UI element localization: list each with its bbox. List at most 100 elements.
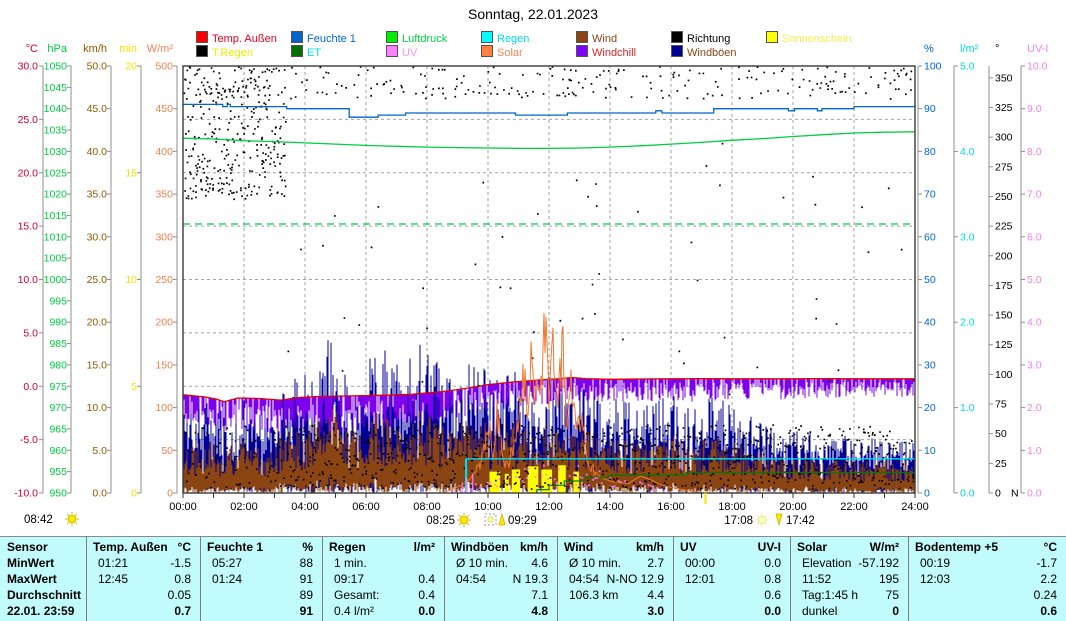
axis-tick-label: 1030 bbox=[44, 146, 68, 158]
table-row: Gesamt: 0.4 bbox=[322, 588, 444, 603]
axis-tick-label: 100 bbox=[155, 402, 173, 414]
chart-legend: Temp. Außen Feuchte 1 Luftdruck Regen Wind Ri… bbox=[0, 0, 1066, 60]
table-col-temp-au-en: Temp. Außen °C 01:21 -1.5 12:45 0.8 0.05 0.7 bbox=[86, 537, 200, 621]
table-row: 12:45 0.8 bbox=[86, 572, 200, 587]
table-separator bbox=[557, 537, 558, 621]
row-header-label: Sensor bbox=[7, 540, 48, 554]
axis-tick-label: 1050 bbox=[44, 61, 68, 73]
cell-label: Ø 10 min. bbox=[456, 556, 509, 570]
cell-label: 12:01 bbox=[685, 572, 716, 586]
axis-tick-label: 9.0 bbox=[1027, 103, 1042, 115]
legend-swatch-feuchte-1 bbox=[291, 31, 303, 43]
axis-tick-label: 950 bbox=[49, 488, 67, 500]
sensor-unit: °C bbox=[1043, 540, 1057, 554]
sonnenschein-series bbox=[489, 465, 579, 493]
table-row: 04:54 N 19.3 bbox=[444, 572, 557, 587]
legend-item-solar: Solar bbox=[481, 45, 523, 59]
table-row-header: Sensor bbox=[0, 540, 86, 555]
axis-tick-label: 150 bbox=[155, 359, 173, 371]
table-separator bbox=[86, 537, 87, 621]
axis-min: min 20 15 10 5 0 bbox=[119, 43, 142, 500]
axis-tick-label: 1040 bbox=[44, 103, 68, 115]
axis-tick-label: 80 bbox=[924, 146, 936, 158]
axis-tick-label: 0 bbox=[995, 488, 1001, 500]
axis-tick-label: -5.0 bbox=[20, 434, 38, 446]
sunrise-time: 08:25 bbox=[426, 515, 455, 527]
cell-label: 12:45 bbox=[98, 572, 129, 586]
legend-swatch-temp-au-en bbox=[196, 31, 208, 43]
legend-label: Luftdruck bbox=[402, 33, 448, 45]
axis-tick-label: 10 bbox=[125, 274, 137, 286]
first-sun-box-icon bbox=[484, 513, 497, 526]
weather-chart: °C 30.0 25.0 20.0 15.0 10.0 5.0 0.0 -5.0 -10.0 hPa… bbox=[14, 43, 1048, 527]
cell-value: 0.8 bbox=[174, 572, 191, 586]
axis-tick-label: 8.0 bbox=[1027, 146, 1042, 158]
cell-label: Elevation bbox=[802, 556, 852, 570]
cell-label: 05:27 bbox=[212, 556, 243, 570]
row-header-label: MaxWert bbox=[7, 572, 57, 586]
legend-swatch-luftdruck bbox=[386, 31, 398, 43]
axis-tick-label: 0.0 bbox=[960, 488, 975, 500]
sensor-unit: km/h bbox=[635, 540, 664, 554]
cell-label: Gesamt: bbox=[334, 588, 380, 602]
table-col-windb-en: Windböen km/h Ø 10 min. 4.6 04:54 N 19.3 7.1 4.… bbox=[444, 537, 557, 621]
legend-label: T.Regen bbox=[212, 47, 253, 59]
axis-tick-label: 970 bbox=[49, 402, 67, 414]
cell-label: 01:24 bbox=[212, 572, 243, 586]
table-row: 4.8 bbox=[444, 604, 557, 619]
axis-tick-label: 5.0 bbox=[960, 61, 975, 73]
cell-value: 0.0 bbox=[764, 556, 781, 570]
time-tick-label: 06:00 bbox=[352, 501, 380, 513]
axis-tick-label: 250 bbox=[155, 274, 173, 286]
cell-value: -1.7 bbox=[1036, 556, 1057, 570]
legend-label: ET bbox=[307, 47, 322, 59]
sensor-name: Regen bbox=[329, 540, 366, 554]
cell-value: 2.7 bbox=[647, 556, 664, 570]
table-row: 01:24 91 bbox=[200, 572, 322, 587]
sensor-name: Solar bbox=[797, 540, 828, 554]
axis-unit-label: W/m² bbox=[147, 43, 174, 55]
axis-tick-label: 4.0 bbox=[1027, 317, 1042, 329]
axis-tick-label: 500 bbox=[155, 61, 173, 73]
axis-tick-label: 960 bbox=[49, 445, 67, 457]
cell-value: 195 bbox=[878, 572, 899, 586]
sensor-summary-table: Sensor MinWert MaxWert Durchschnitt 22.01. 2… bbox=[0, 536, 1066, 621]
table-row: 00:19 -1.7 bbox=[908, 556, 1066, 571]
solar-series bbox=[441, 312, 704, 493]
axis-tick-label: 325 bbox=[995, 102, 1013, 114]
axis-tick-label: 50 bbox=[995, 428, 1007, 440]
axis-tick-label: 10.0 bbox=[18, 274, 39, 286]
table-row-header: MaxWert bbox=[0, 572, 86, 587]
cell-value: -57.192 bbox=[858, 556, 899, 570]
axis-tick-label: 2.0 bbox=[960, 317, 975, 329]
axis-tick-label: 50 bbox=[924, 274, 936, 286]
time-tick-label: 02:00 bbox=[230, 501, 258, 513]
cell-value: 0.8 bbox=[764, 572, 781, 586]
legend-item-windchill: Windchill bbox=[576, 45, 636, 59]
time-tick-label: 16:00 bbox=[657, 501, 685, 513]
time-tick-label: 10:00 bbox=[474, 501, 502, 513]
axis-tick-label: 5.0 bbox=[92, 445, 107, 457]
axis-l-m: l/m² 5.0 4.0 3.0 2.0 1.0 0.0 bbox=[953, 43, 979, 500]
table-separator bbox=[790, 537, 791, 621]
axis-tick-label: 15 bbox=[125, 167, 137, 179]
table-row: 09:17 0.4 bbox=[322, 572, 444, 587]
last-sun-icon bbox=[755, 513, 769, 527]
legend-item-et: ET bbox=[291, 45, 322, 59]
axis-tick-label: 0.0 bbox=[92, 488, 107, 500]
et-series bbox=[536, 471, 915, 493]
sensor-name: Feuchte 1 bbox=[207, 540, 264, 554]
table-col-header: Bodentemp +5 °C bbox=[908, 540, 1066, 555]
table-row: 0.6 bbox=[673, 588, 790, 603]
axis-tick-label: 990 bbox=[49, 317, 67, 329]
luftdruck-series bbox=[183, 131, 915, 150]
table-separator bbox=[673, 537, 674, 621]
cell-value: 0 bbox=[892, 604, 899, 618]
windchill-series bbox=[183, 377, 915, 435]
axis-tick-label: 75 bbox=[995, 399, 1007, 411]
axis-tick-label: 200 bbox=[155, 317, 173, 329]
legend-item-uv: UV bbox=[386, 45, 417, 59]
cell-value: 75 bbox=[885, 588, 899, 602]
